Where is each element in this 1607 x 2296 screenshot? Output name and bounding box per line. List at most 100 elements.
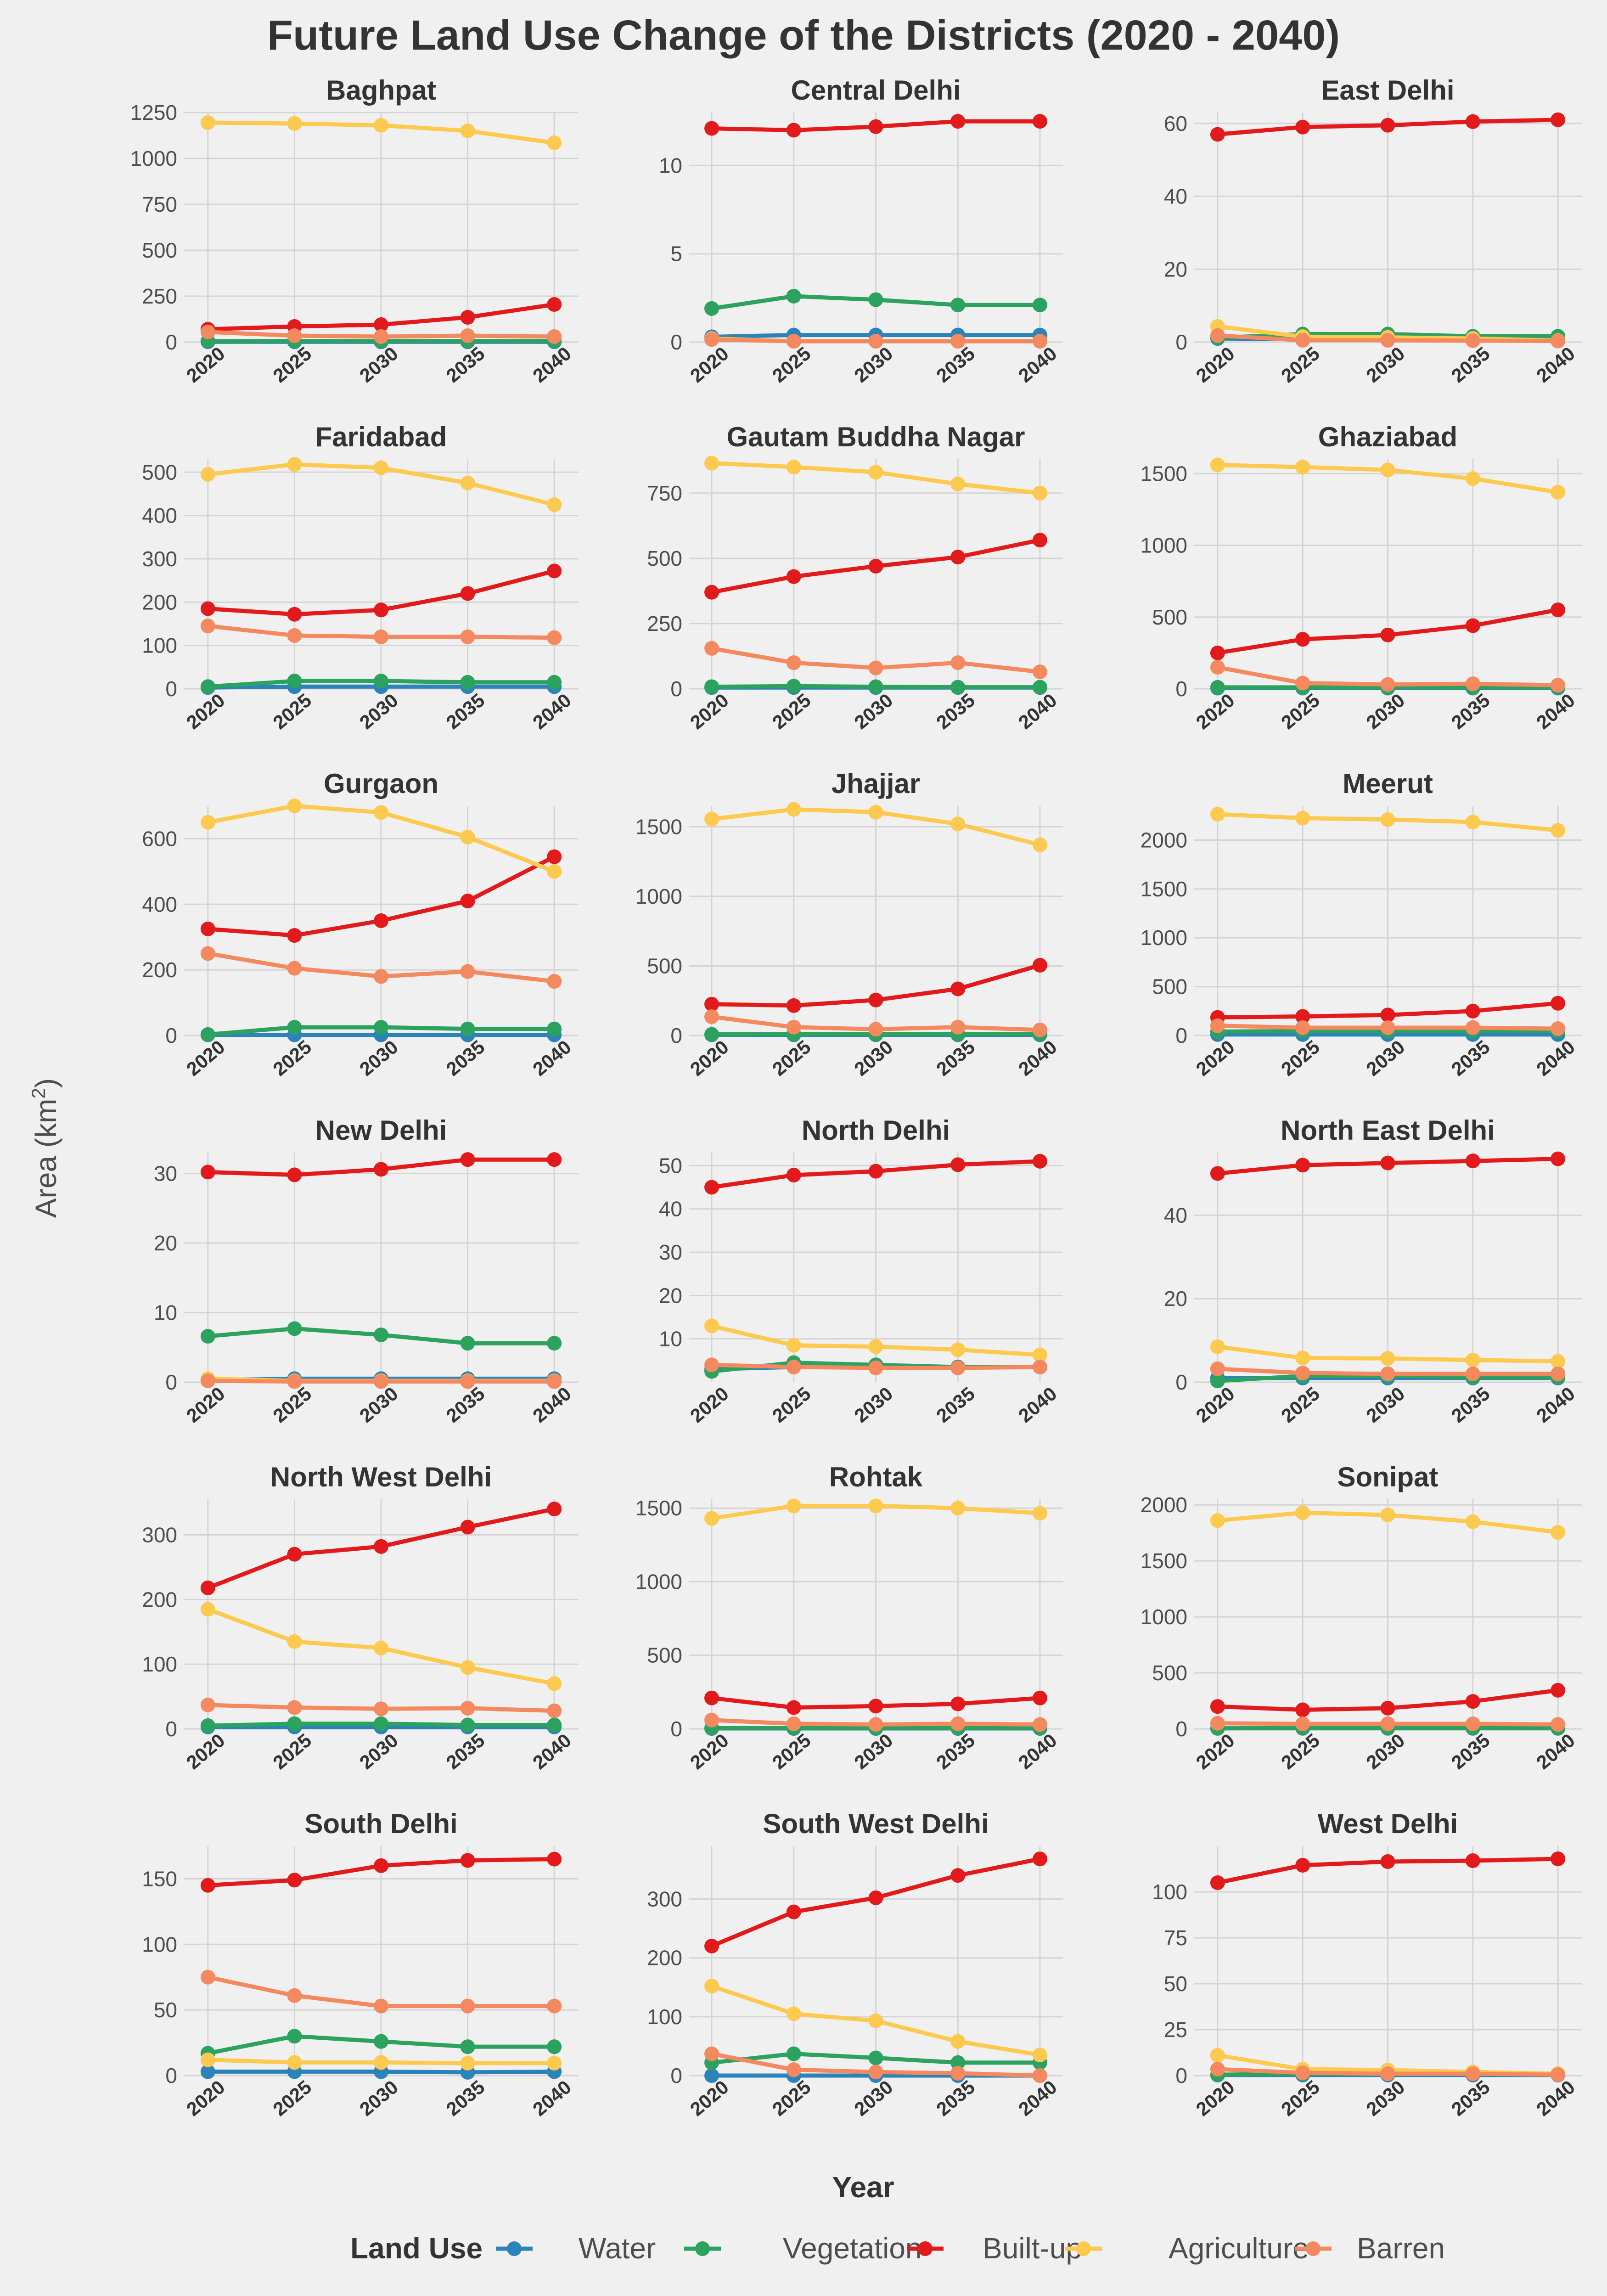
- legend-label: Agriculture: [1169, 2232, 1309, 2265]
- data-point: [200, 1878, 215, 1893]
- data-point: [786, 998, 801, 1013]
- series-built-up: [1210, 602, 1566, 660]
- panel-title: Sonipat: [1337, 1462, 1438, 1492]
- data-point: [868, 1360, 883, 1375]
- y-tick-label: 500: [142, 238, 177, 262]
- y-tick-label: 0: [165, 1024, 177, 1047]
- data-point: [1032, 334, 1047, 349]
- data-point: [287, 1321, 302, 1336]
- data-point: [287, 1547, 302, 1562]
- data-point: [704, 811, 719, 827]
- legend-label: Barren: [1357, 2232, 1445, 2265]
- data-point: [547, 1374, 562, 1389]
- legend: Land Use Water Vegetation Built-up Agricult…: [350, 2232, 1445, 2265]
- data-point: [868, 1164, 883, 1179]
- panel-title: Gautam Buddha Nagar: [726, 422, 1025, 452]
- panel-title: East Delhi: [1321, 75, 1454, 106]
- data-point: [950, 550, 966, 565]
- y-tick-label: 250: [142, 284, 177, 308]
- y-tick-label: 0: [165, 1717, 177, 1741]
- series-built-up: [704, 114, 1047, 138]
- data-point: [1380, 677, 1395, 692]
- data-point: [287, 1988, 302, 2003]
- data-point: [950, 655, 966, 670]
- data-point: [1465, 1352, 1480, 1367]
- y-tick-label: 20: [1164, 257, 1187, 281]
- data-point: [1465, 471, 1480, 486]
- data-point: [460, 1519, 475, 1535]
- data-point: [950, 680, 966, 695]
- data-point: [1295, 1716, 1310, 1732]
- series-barren: [1210, 1716, 1566, 1732]
- data-point: [547, 563, 562, 579]
- data-point: [374, 674, 388, 689]
- data-point: [547, 1676, 562, 1691]
- data-point: [1210, 1513, 1225, 1528]
- chart-title: Future Land Use Change of the Districts …: [267, 12, 1340, 59]
- data-point: [200, 1373, 215, 1388]
- legend-item-vegetation: Vegetation: [684, 2232, 922, 2265]
- data-point: [950, 2034, 966, 2049]
- panel-title: North West Delhi: [270, 1462, 492, 1492]
- data-point: [200, 815, 215, 830]
- data-point: [547, 2055, 562, 2071]
- series-barren: [200, 1373, 562, 1389]
- data-point: [1295, 1505, 1310, 1520]
- y-tick-label: 0: [1175, 1370, 1187, 1394]
- data-point: [1032, 957, 1047, 973]
- panel-title: North East Delhi: [1281, 1115, 1495, 1146]
- data-point: [547, 297, 562, 312]
- data-point: [200, 601, 215, 616]
- data-point: [786, 460, 801, 475]
- data-point: [950, 2055, 966, 2070]
- data-point: [200, 115, 215, 130]
- data-point: [704, 1318, 719, 1334]
- data-point: [786, 289, 801, 304]
- data-point: [786, 2062, 801, 2077]
- y-tick-label: 0: [670, 677, 682, 701]
- data-point: [1210, 1716, 1225, 1731]
- data-point: [200, 2052, 215, 2067]
- data-point: [1380, 118, 1395, 133]
- data-point: [786, 1700, 801, 1715]
- data-point: [868, 558, 883, 574]
- data-point: [1465, 333, 1480, 348]
- data-point: [1465, 1020, 1480, 1035]
- data-point: [374, 1327, 388, 1342]
- data-point: [786, 2046, 801, 2061]
- data-point: [704, 121, 719, 136]
- series-agriculture: [1210, 457, 1566, 500]
- data-point: [704, 1357, 719, 1373]
- series-built-up: [1210, 1851, 1566, 1890]
- data-point: [287, 2029, 302, 2044]
- data-point: [950, 816, 966, 832]
- y-tick-label: 100: [142, 1652, 177, 1676]
- data-point: [786, 802, 801, 817]
- series-built-up: [704, 1154, 1047, 1195]
- data-point: [786, 655, 801, 670]
- data-point: [1465, 1716, 1480, 1732]
- series-built-up: [200, 849, 562, 943]
- y-tick-label: 60: [1164, 112, 1187, 135]
- data-point: [704, 301, 719, 316]
- data-point: [1295, 119, 1310, 135]
- series-vegetation: [200, 1020, 562, 1042]
- data-point: [1210, 1875, 1225, 1890]
- data-point: [1380, 1155, 1395, 1171]
- panel-title: Jhajjar: [832, 768, 920, 799]
- data-point: [1380, 462, 1395, 478]
- data-point: [704, 1712, 719, 1728]
- data-point: [1551, 1525, 1566, 1540]
- legend-item-water: Water: [496, 2232, 656, 2265]
- data-point: [374, 805, 388, 820]
- series-vegetation: [200, 1716, 562, 1733]
- data-point: [704, 1690, 719, 1705]
- y-tick-label: 300: [647, 1887, 682, 1911]
- data-point: [1380, 1366, 1395, 1381]
- data-point: [704, 1511, 719, 1526]
- series-barren: [200, 1697, 562, 1718]
- data-point: [786, 569, 801, 584]
- data-point: [786, 1716, 801, 1731]
